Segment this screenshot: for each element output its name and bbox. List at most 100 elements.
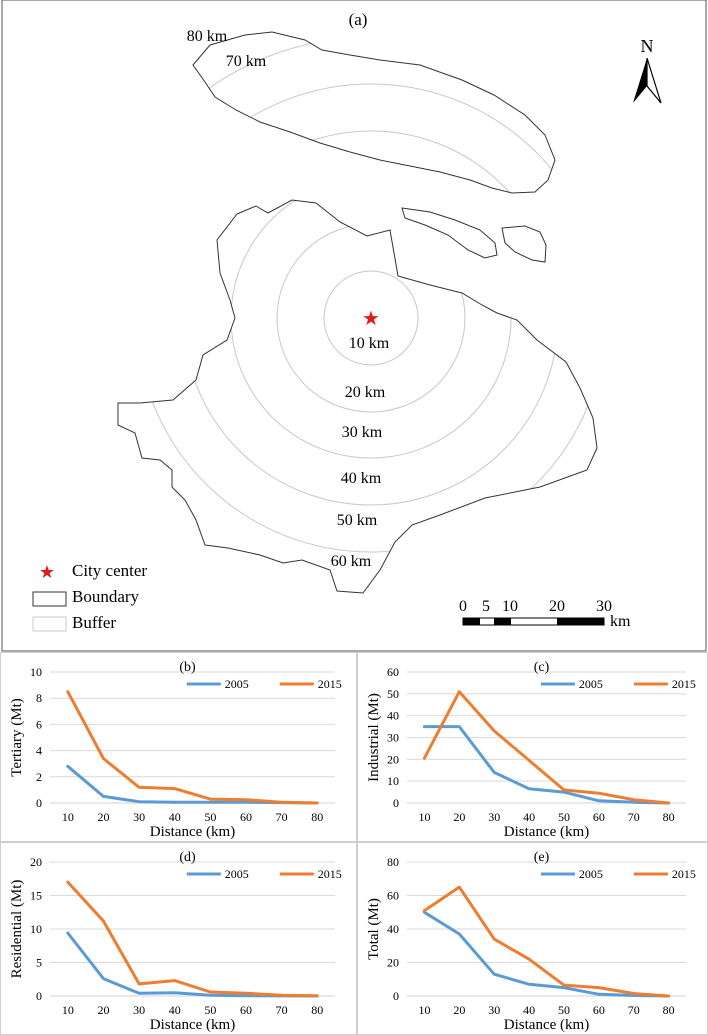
x-tick-label: 40 bbox=[523, 1003, 535, 1017]
buffer-labels: 10 km 20 km 30 km 40 km 50 km 60 km 70 k… bbox=[187, 28, 390, 570]
legend-label-2015: 2015 bbox=[318, 677, 342, 691]
chart-e: 0 20 40 60 80 10 20 30 40 50 60 70 80 Distance (km) To… bbox=[357, 842, 708, 1035]
x-tick-label: 10 bbox=[62, 810, 74, 824]
y-tick-label: 10 bbox=[30, 665, 42, 679]
city-center-star-icon: ★ bbox=[362, 308, 380, 330]
y-axis-title: Tertiary (Mt) bbox=[9, 698, 25, 777]
scale-tick-0: 0 bbox=[459, 598, 467, 615]
x-tick-label: 30 bbox=[488, 810, 500, 824]
y-axis-title: Total (Mt) bbox=[366, 898, 382, 960]
chart-title: (e) bbox=[534, 850, 550, 865]
buffer-label-60: 60 km bbox=[331, 553, 372, 570]
legend-label-2015: 2015 bbox=[672, 677, 696, 691]
y-tick-label: 8 bbox=[36, 691, 42, 705]
x-tick-label: 20 bbox=[453, 810, 465, 824]
legend-buffer: Buffer bbox=[72, 613, 116, 632]
y-tick-label: 40 bbox=[387, 709, 399, 723]
buffer-label-40: 40 km bbox=[341, 470, 382, 487]
series-line-2015 bbox=[422, 690, 671, 805]
buffer-label-70: 70 km bbox=[226, 53, 267, 70]
scale-bar: 0 5 10 20 30 km bbox=[459, 598, 631, 630]
series-line-2015 bbox=[422, 885, 671, 998]
scale-tick-20: 20 bbox=[549, 598, 565, 615]
main-boundary bbox=[117, 199, 598, 594]
legend-label-2005: 2005 bbox=[579, 867, 603, 881]
legend-label-2005: 2005 bbox=[225, 677, 249, 691]
buffer-label-50: 50 km bbox=[337, 512, 378, 529]
buffer-label-30: 30 km bbox=[342, 424, 383, 441]
series-line-2015 bbox=[66, 690, 319, 805]
chart-title: (b) bbox=[179, 660, 196, 675]
x-tick-label: 60 bbox=[593, 1003, 605, 1017]
series-line-2005 bbox=[422, 910, 671, 998]
y-tick-label: 0 bbox=[393, 796, 399, 810]
x-tick-label: 40 bbox=[523, 810, 535, 824]
north-arrow-icon: N bbox=[633, 36, 662, 104]
y-tick-label: 15 bbox=[30, 889, 42, 903]
x-tick-label: 10 bbox=[62, 1003, 74, 1017]
x-axis-title: Distance (km) bbox=[504, 824, 589, 840]
scale-tick-10: 10 bbox=[502, 598, 518, 615]
y-axis-title: Industrial (Mt) bbox=[366, 693, 382, 782]
scale-unit: km bbox=[610, 613, 631, 630]
chart-b: 0 2 4 6 8 10 10 20 30 40 50 60 70 80 Distance (km) Tert… bbox=[0, 652, 357, 842]
legend-boundary: Boundary bbox=[72, 587, 140, 606]
legend-label-2015: 2015 bbox=[672, 867, 696, 881]
map-panel: (a) N ★ 10 km 20 k bbox=[1, 0, 707, 652]
x-tick-label: 60 bbox=[593, 810, 605, 824]
x-axis-title: Distance (km) bbox=[150, 1017, 235, 1033]
x-tick-label: 50 bbox=[558, 1003, 570, 1017]
map-legend: ★ City center Boundary Buffer bbox=[32, 561, 147, 632]
x-tick-label: 20 bbox=[453, 1003, 465, 1017]
y-tick-label: 30 bbox=[387, 731, 399, 745]
scale-tick-5: 5 bbox=[482, 598, 490, 615]
x-tick-label: 40 bbox=[169, 810, 181, 824]
y-tick-label: 20 bbox=[30, 855, 42, 869]
legend-city-center: City center bbox=[72, 561, 147, 580]
x-tick-label: 10 bbox=[418, 810, 430, 824]
y-tick-label: 6 bbox=[36, 717, 42, 731]
x-axis-title: Distance (km) bbox=[150, 824, 235, 840]
x-tick-label: 70 bbox=[628, 1003, 640, 1017]
chart-c: 0 10 20 30 40 50 60 10 20 30 40 50 60 70 80 Distance (k… bbox=[357, 652, 708, 842]
legend-boundary-swatch bbox=[32, 591, 67, 607]
x-tick-label: 50 bbox=[204, 810, 216, 824]
y-tick-label: 0 bbox=[36, 989, 42, 1003]
x-tick-label: 10 bbox=[418, 1003, 430, 1017]
x-tick-label: 70 bbox=[276, 810, 288, 824]
y-tick-label: 10 bbox=[30, 922, 42, 936]
small-island-boundary bbox=[401, 207, 498, 259]
island-boundary bbox=[192, 31, 556, 194]
chart-d: 0 5 10 15 20 10 20 30 40 50 60 70 80 Distance (km) Res… bbox=[0, 842, 357, 1035]
legend-label-2005: 2005 bbox=[579, 677, 603, 691]
buffer-label-80: 80 km bbox=[187, 28, 228, 45]
buffer-label-10: 10 km bbox=[349, 335, 390, 352]
x-axis-title: Distance (km) bbox=[504, 1017, 589, 1033]
x-tick-label: 50 bbox=[558, 810, 570, 824]
y-tick-label: 40 bbox=[387, 922, 399, 936]
x-tick-label: 30 bbox=[133, 810, 145, 824]
legend-label-2005: 2005 bbox=[225, 867, 249, 881]
y-tick-label: 80 bbox=[387, 855, 399, 869]
x-tick-label: 70 bbox=[276, 1003, 288, 1017]
y-tick-label: 4 bbox=[36, 744, 42, 758]
legend-buffer-swatch bbox=[32, 616, 67, 632]
x-tick-label: 30 bbox=[133, 1003, 145, 1017]
x-tick-label: 20 bbox=[97, 1003, 109, 1017]
x-tick-label: 80 bbox=[663, 1003, 675, 1017]
y-axis-title: Residential (Mt) bbox=[9, 880, 25, 979]
tiny-island-boundary bbox=[501, 225, 547, 263]
x-tick-label: 80 bbox=[311, 1003, 323, 1017]
y-tick-label: 50 bbox=[387, 687, 399, 701]
y-tick-label: 20 bbox=[387, 956, 399, 970]
y-tick-label: 10 bbox=[387, 774, 399, 788]
legend-star-icon: ★ bbox=[39, 562, 55, 582]
legend-label-2015: 2015 bbox=[318, 867, 342, 881]
y-tick-label: 2 bbox=[36, 770, 42, 784]
y-tick-label: 0 bbox=[36, 796, 42, 810]
y-tick-label: 60 bbox=[387, 665, 399, 679]
map-label: (a) bbox=[349, 10, 368, 29]
y-tick-label: 5 bbox=[36, 956, 42, 970]
x-tick-label: 30 bbox=[488, 1003, 500, 1017]
y-tick-label: 20 bbox=[387, 752, 399, 766]
